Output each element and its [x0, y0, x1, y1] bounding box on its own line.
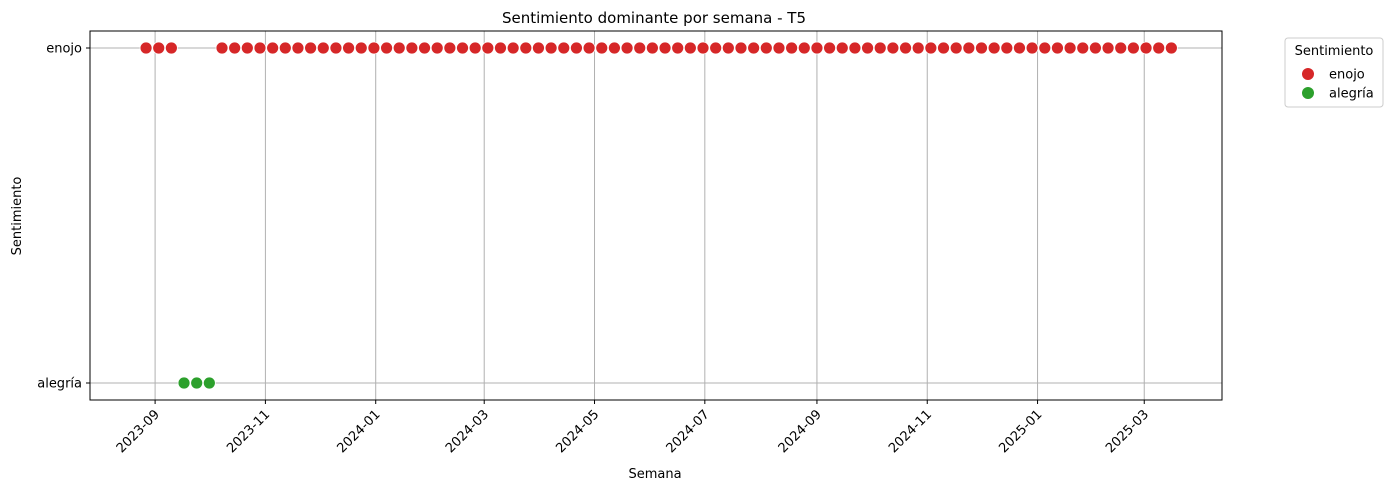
legend-marker: [1302, 87, 1314, 99]
data-point-enojo: [873, 41, 887, 55]
data-point-enojo: [633, 41, 647, 55]
data-point-enojo: [405, 41, 419, 55]
data-point-enojo: [1101, 41, 1115, 55]
data-point-enojo: [215, 41, 229, 55]
data-point-enojo: [1139, 41, 1153, 55]
data-point-enojo: [506, 41, 520, 55]
data-point-enojo: [823, 41, 836, 55]
data-point-enojo: [278, 41, 292, 55]
data-point-enojo: [696, 41, 710, 55]
data-point-enojo: [139, 41, 153, 55]
data-point-enojo: [228, 41, 242, 55]
data-point-enojo: [164, 41, 178, 55]
x-axis-label: Semana: [628, 467, 681, 482]
data-point-enojo: [734, 41, 748, 55]
data-point-enojo: [570, 41, 583, 55]
data-point-enojo: [481, 41, 495, 55]
data-point-enojo: [721, 41, 735, 55]
data-point-enojo: [304, 41, 318, 55]
data-point-enojo: [620, 41, 634, 55]
data-point-enojo: [899, 41, 912, 55]
data-points: [139, 41, 1178, 390]
data-point-enojo: [443, 41, 457, 55]
data-point-enojo: [367, 41, 381, 55]
y-tick-label: alegría: [37, 377, 82, 392]
data-point-enojo: [430, 41, 444, 55]
data-point-enojo: [1076, 41, 1090, 55]
data-point-enojo: [329, 41, 343, 55]
data-point-enojo: [911, 41, 925, 55]
data-point-enojo: [1152, 41, 1166, 55]
data-point-enojo: [924, 41, 938, 55]
data-point-enojo: [810, 41, 824, 55]
data-point-enojo: [772, 41, 786, 55]
data-point-enojo: [645, 41, 659, 55]
data-point-enojo: [1025, 41, 1039, 55]
data-point-enojo: [456, 41, 469, 55]
data-point-enojo: [291, 41, 305, 55]
data-point-enojo: [380, 41, 393, 55]
data-point-enojo: [342, 41, 355, 55]
data-point-enojo: [1038, 41, 1052, 55]
data-point-enojo: [468, 41, 482, 55]
data-point-enojo: [595, 41, 609, 55]
legend-entry-label: alegría: [1329, 87, 1374, 102]
data-point-enojo: [582, 41, 596, 55]
y-tick-label: enojo: [46, 42, 82, 57]
data-point-enojo: [1013, 41, 1026, 55]
data-point-enojo: [152, 41, 166, 55]
data-point-enojo: [835, 41, 849, 55]
data-point-enojo: [1000, 41, 1014, 55]
data-point-enojo: [848, 41, 862, 55]
data-point-enojo: [962, 41, 976, 55]
data-point-enojo: [797, 41, 811, 55]
data-point-enojo: [937, 41, 950, 55]
data-point-enojo: [418, 41, 431, 55]
data-point-alegria: [202, 376, 216, 390]
data-point-enojo: [886, 41, 900, 55]
data-point-enojo: [519, 41, 533, 55]
data-point-enojo: [253, 41, 267, 55]
legend-title: Sentimiento: [1295, 44, 1374, 59]
data-point-enojo: [266, 41, 280, 55]
data-point-enojo: [1126, 41, 1140, 55]
data-point-enojo: [747, 41, 761, 55]
data-point-enojo: [1051, 41, 1064, 55]
data-point-enojo: [683, 41, 697, 55]
data-point-enojo: [354, 41, 368, 55]
data-point-enojo: [861, 41, 874, 55]
data-point-enojo: [494, 41, 507, 55]
data-point-enojo: [557, 41, 571, 55]
data-point-enojo: [1164, 41, 1178, 55]
data-point-enojo: [240, 41, 254, 55]
legend-marker: [1302, 68, 1314, 80]
data-point-enojo: [316, 41, 330, 55]
plot-area-frame: [89, 30, 1223, 401]
legend: Sentimiento enojo alegría: [1284, 37, 1384, 108]
data-point-enojo: [987, 41, 1001, 55]
data-point-enojo: [392, 41, 406, 55]
data-point-alegria: [177, 376, 191, 390]
chart-title: Sentimiento dominante por semana - T5: [502, 9, 806, 27]
data-point-enojo: [975, 41, 988, 55]
data-point-enojo: [608, 41, 621, 55]
data-point-enojo: [544, 41, 558, 55]
y-axis-label: Sentimiento: [10, 177, 25, 256]
data-point-alegria: [190, 376, 204, 390]
data-point-enojo: [709, 41, 723, 55]
data-point-enojo: [1114, 41, 1128, 55]
data-point-enojo: [759, 41, 773, 55]
data-point-enojo: [1063, 41, 1077, 55]
data-point-enojo: [949, 41, 963, 55]
data-point-enojo: [671, 41, 685, 55]
data-point-enojo: [1089, 41, 1102, 55]
data-point-enojo: [532, 41, 545, 55]
data-point-enojo: [785, 41, 799, 55]
legend-entry-label: enojo: [1329, 68, 1365, 83]
data-point-enojo: [658, 41, 672, 55]
